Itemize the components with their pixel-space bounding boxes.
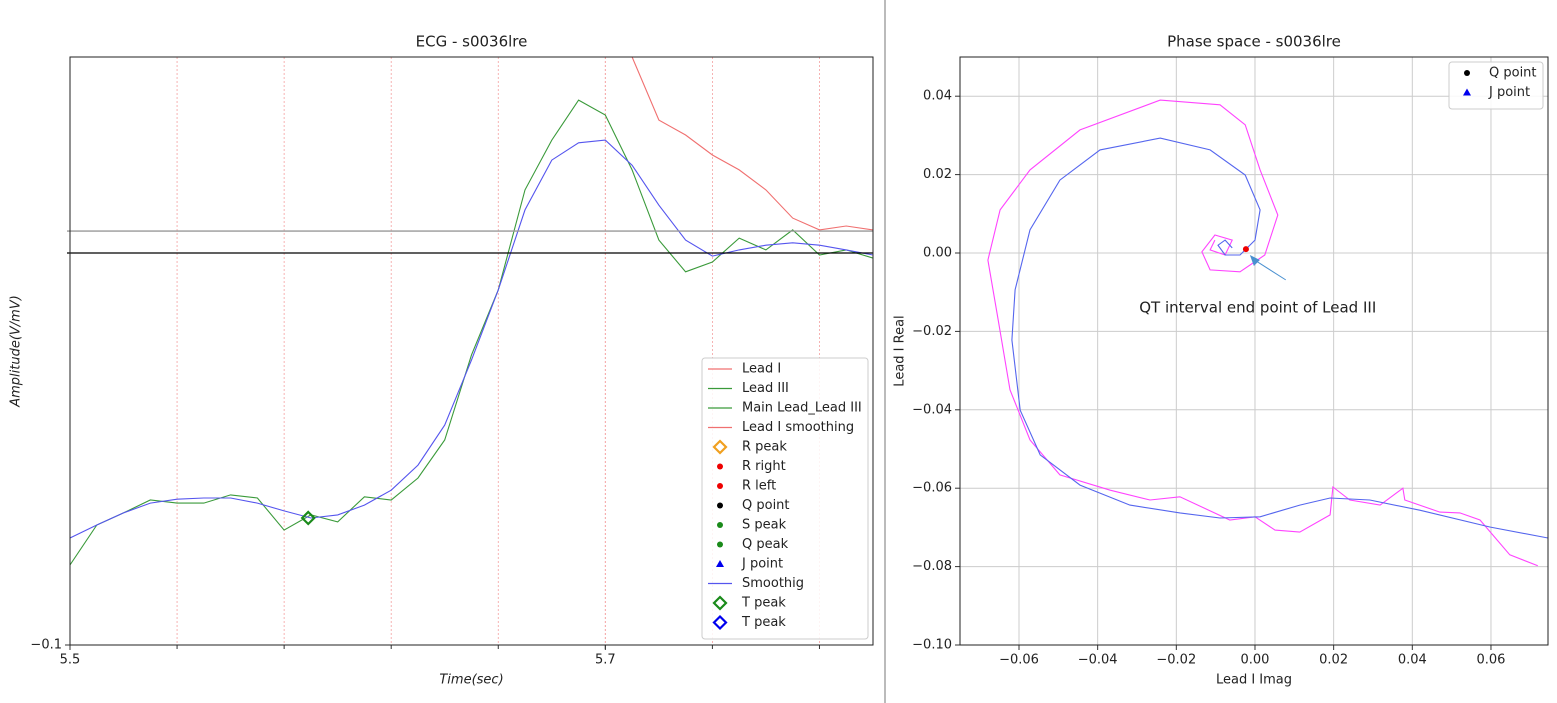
- x-axis-label: Time(sec): [439, 673, 503, 688]
- legend-label: Q peak: [742, 537, 789, 552]
- series-line: [70, 99, 873, 566]
- y-axis-label: Amplitude(V/mV): [9, 295, 24, 408]
- series-line: [1011, 137, 1548, 539]
- series-line: [987, 99, 1539, 567]
- legend-label: Q point: [742, 498, 790, 513]
- legend-label: Q point: [1489, 66, 1537, 81]
- legend-box: [1448, 61, 1544, 110]
- legend-label: Main Lead_Lead III: [742, 401, 862, 416]
- plot-frame: [959, 56, 1549, 646]
- diamond-marker: [300, 510, 316, 526]
- chart-title: ECG - s0036lre: [416, 33, 528, 51]
- y-tick-label: −0.1: [30, 638, 62, 653]
- annotation-text: QT interval end point of Lead III: [1139, 298, 1376, 316]
- x-tick-label: 0.00: [1241, 653, 1270, 668]
- legend-label: Lead I smoothing: [742, 420, 854, 435]
- x-tick-label: 5.7: [595, 653, 616, 668]
- dot-marker: [717, 541, 723, 548]
- triangle-marker: [1463, 88, 1471, 96]
- series-line: [70, 139, 873, 539]
- dot-marker: [717, 522, 723, 528]
- legend-label: J point: [741, 557, 783, 572]
- legend-label: Smoothig: [742, 576, 804, 591]
- legend-label: R right: [742, 459, 786, 474]
- x-tick-label: 0.04: [1398, 653, 1427, 668]
- x-tick-label: 0.06: [1476, 653, 1505, 668]
- arrow-head: [1249, 254, 1260, 266]
- y-tick-label: −0.10: [912, 638, 952, 653]
- diamond-marker: [712, 439, 728, 455]
- plot-area: [70, 57, 873, 566]
- legend-label: S peak: [742, 518, 787, 533]
- x-tick-label: −0.06: [999, 653, 1039, 668]
- y-tick-label: 0.02: [923, 167, 952, 182]
- triangle-marker: [716, 560, 724, 567]
- chart-title: Phase space - s0036lre: [1167, 33, 1341, 51]
- dot-marker: [717, 463, 723, 470]
- x-tick-label: 5.5: [60, 653, 81, 668]
- y-tick-label: −0.02: [912, 324, 952, 339]
- annotation-arrow: [1252, 258, 1287, 281]
- dot-marker: [717, 502, 723, 509]
- dot-marker: [1242, 246, 1249, 253]
- y-tick-label: 0.00: [923, 246, 952, 261]
- x-axis-label: Lead I Imag: [1216, 673, 1292, 688]
- y-tick-label: −0.08: [912, 559, 952, 574]
- legend-label: J point: [1488, 85, 1530, 100]
- dot-marker: [717, 483, 723, 489]
- legend-label: Lead III: [742, 381, 789, 396]
- y-tick-label: −0.06: [912, 481, 952, 496]
- y-tick-label: −0.04: [912, 402, 952, 417]
- legend-label: T peak: [741, 596, 786, 611]
- y-axis-label: Lead I Real: [893, 315, 908, 386]
- diamond-marker: [712, 614, 728, 631]
- dot-marker: [1464, 70, 1470, 76]
- legend-label: R peak: [742, 440, 787, 455]
- plot-frame: [69, 56, 874, 646]
- diamond-marker: [712, 595, 728, 611]
- legend-box: [701, 357, 869, 640]
- y-tick-label: 0.04: [923, 89, 952, 104]
- x-tick-label: −0.02: [1156, 653, 1196, 668]
- legend-label: T peak: [741, 615, 786, 630]
- plot-area: [987, 99, 1548, 567]
- x-tick-label: −0.04: [1078, 653, 1118, 668]
- series-line: [631, 57, 873, 231]
- legend-label: Lead I: [742, 362, 781, 377]
- legend-label: R left: [742, 479, 776, 494]
- x-tick-label: 0.02: [1319, 653, 1348, 668]
